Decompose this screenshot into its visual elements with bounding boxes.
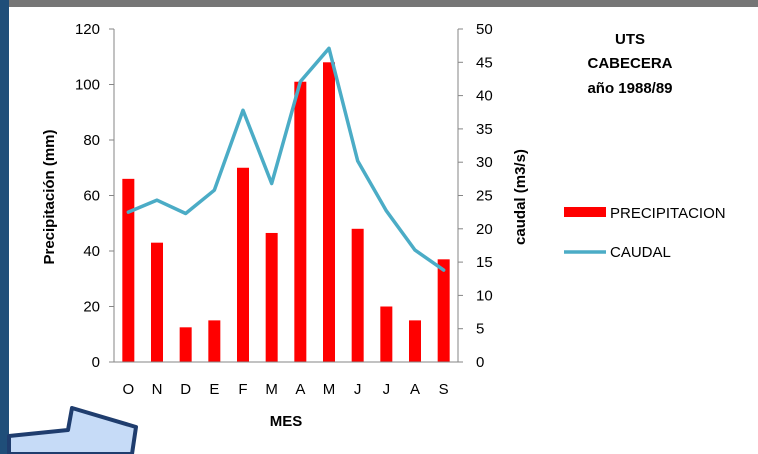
bar-precipitacion <box>323 62 335 363</box>
y-axis-title: Precipitación (mm) <box>41 129 58 264</box>
bar-precipitacion <box>237 167 249 362</box>
line-caudal <box>126 46 446 272</box>
x-tick-label: S <box>439 381 449 398</box>
x-tick-label: A <box>295 381 305 398</box>
y2-tick-label: 5 <box>476 321 484 338</box>
y2-tick-label: 35 <box>476 121 493 138</box>
x-tick-label: A <box>410 381 420 398</box>
bar-precipitacion <box>437 259 450 362</box>
x-tick-label: D <box>180 381 191 398</box>
y2-tick-label: 25 <box>476 188 493 205</box>
x-tick-label: E <box>209 381 219 398</box>
bar-precipitacion <box>122 178 135 362</box>
x-tick-label: M <box>265 381 278 398</box>
legend-label-caudal: CAUDAL <box>610 244 671 261</box>
x-tick-label: M <box>323 381 336 398</box>
x-tick-label: O <box>122 381 134 398</box>
decorative-banner <box>7 406 138 454</box>
y2-tick-label: 20 <box>476 221 493 238</box>
y-tick-label: 80 <box>83 132 100 149</box>
bar-precipitacion <box>380 306 393 362</box>
y2-tick-label: 40 <box>476 88 493 105</box>
bar-precipitacion <box>409 320 421 362</box>
bar-precipitacion <box>351 228 364 362</box>
legend-label-precipitacion: PRECIPITACION <box>610 205 726 222</box>
bar-precipitacion <box>208 320 221 362</box>
x-tick-label: N <box>152 381 163 398</box>
y2-axis-title: caudal (m3/s) <box>512 149 529 245</box>
legend: PRECIPITACION CAUDAL <box>564 205 726 261</box>
y2-tick-label: 30 <box>476 154 493 171</box>
bar-precipitacion <box>265 232 278 362</box>
bar-precipitacion <box>294 81 307 362</box>
y2-tick-label: 10 <box>476 287 493 304</box>
y-tick-label: 120 <box>75 21 100 38</box>
annotation-line-1: UTS <box>615 31 645 48</box>
bar-precipitacion <box>151 242 163 362</box>
annotation-line-3: año 1988/89 <box>587 80 672 97</box>
y-tick-label: 60 <box>83 188 100 205</box>
legend-swatch-precipitacion <box>564 207 606 217</box>
y2-tick-label: 15 <box>476 254 493 271</box>
y2-tick-label: 50 <box>476 21 493 38</box>
top-border <box>0 0 758 7</box>
y-tick-label: 100 <box>75 77 100 94</box>
y-tick-label: 40 <box>83 243 100 260</box>
left-border <box>0 0 9 454</box>
x-tick-label: J <box>383 381 391 398</box>
y2-tick-label: 45 <box>476 54 493 71</box>
y-tick-label: 0 <box>92 354 100 371</box>
x-axis-title: MES <box>270 413 303 430</box>
annotation-line-2: CABECERA <box>587 55 672 72</box>
x-tick-label: J <box>354 381 362 398</box>
bar-precipitacion <box>179 327 192 362</box>
y-tick-label: 20 <box>83 299 100 316</box>
x-tick-label: F <box>238 381 247 398</box>
y2-tick-label: 0 <box>476 354 484 371</box>
